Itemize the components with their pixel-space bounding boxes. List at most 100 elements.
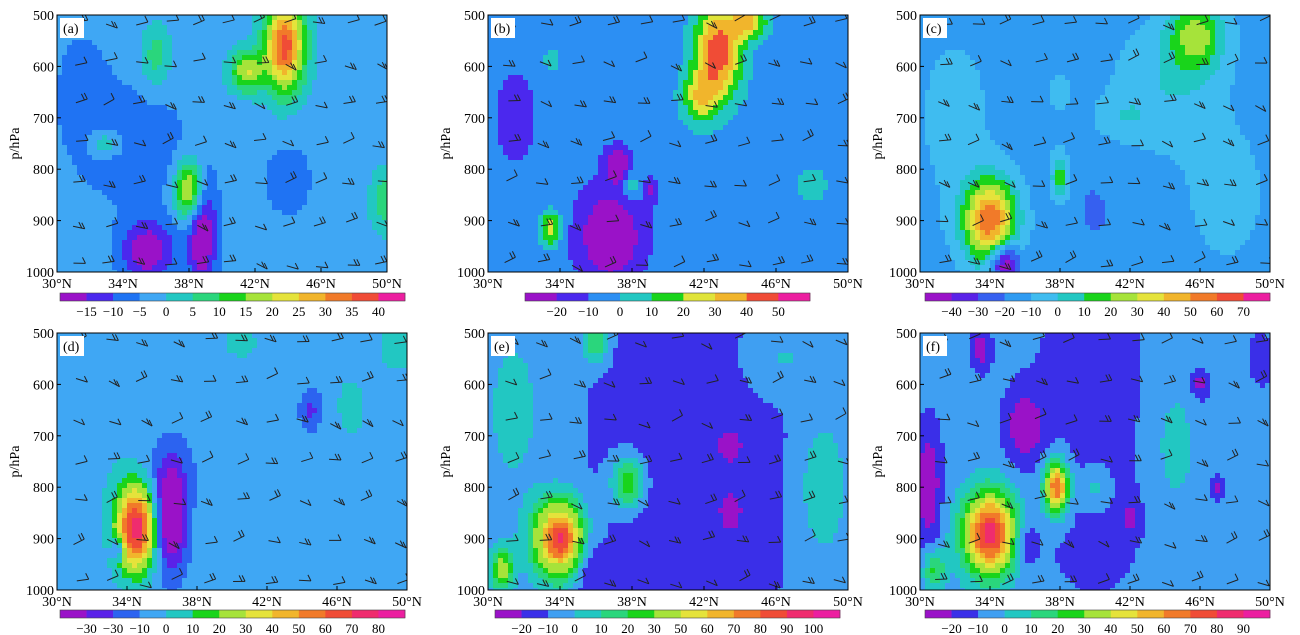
heatmap-cell bbox=[788, 75, 794, 81]
heatmap-cell bbox=[277, 190, 283, 196]
heatmap-cell bbox=[217, 130, 223, 136]
heatmap-cell bbox=[177, 195, 183, 201]
colorbar-tick-label: 0 bbox=[163, 304, 170, 319]
heatmap-cell bbox=[267, 100, 273, 106]
heatmap-cell bbox=[232, 130, 238, 136]
heatmap-cell bbox=[212, 175, 218, 181]
heatmap-cell bbox=[267, 150, 273, 156]
heatmap-cell bbox=[347, 260, 353, 266]
heatmap-cell bbox=[342, 180, 348, 186]
heatmap-cell bbox=[87, 160, 93, 166]
heatmap-cell bbox=[262, 240, 268, 246]
heatmap-cell bbox=[157, 150, 163, 156]
heatmap-cell bbox=[112, 260, 118, 266]
heatmap-cell bbox=[312, 150, 318, 156]
heatmap-cell bbox=[192, 25, 198, 31]
heatmap-cell bbox=[207, 150, 213, 156]
heatmap-cell bbox=[212, 140, 218, 146]
heatmap-cell bbox=[92, 255, 98, 261]
heatmap-cell bbox=[67, 60, 73, 66]
heatmap-cell bbox=[72, 135, 78, 141]
heatmap-cell bbox=[372, 110, 378, 116]
heatmap-cell bbox=[798, 60, 804, 66]
heatmap-cell bbox=[287, 130, 293, 136]
heatmap-cell bbox=[212, 205, 218, 211]
heatmap-cell bbox=[813, 80, 819, 86]
heatmap-cell bbox=[563, 90, 569, 96]
heatmap-cell bbox=[372, 85, 378, 91]
heatmap-cell bbox=[197, 85, 203, 91]
heatmap-cell bbox=[87, 240, 93, 246]
heatmap-cell bbox=[212, 255, 218, 261]
heatmap-cell bbox=[257, 165, 263, 171]
heatmap-cell bbox=[117, 80, 123, 86]
heatmap-cell bbox=[277, 125, 283, 131]
heatmap-cell bbox=[643, 15, 649, 21]
heatmap-cell bbox=[307, 240, 313, 246]
heatmap-cell bbox=[207, 180, 213, 186]
heatmap-cell bbox=[307, 170, 313, 176]
heatmap-cell bbox=[222, 15, 228, 21]
x-tick-label: 42°N bbox=[240, 277, 270, 292]
heatmap-cell bbox=[633, 110, 639, 116]
heatmap-cell bbox=[82, 50, 88, 56]
wind-barb bbox=[372, 140, 385, 149]
heatmap-cell bbox=[222, 150, 228, 156]
heatmap-cell bbox=[347, 140, 353, 146]
heatmap-cell bbox=[613, 110, 619, 116]
heatmap-cell bbox=[137, 240, 143, 246]
heatmap-cell bbox=[207, 210, 213, 216]
heatmap-cell bbox=[568, 60, 574, 66]
heatmap-cell bbox=[688, 90, 694, 96]
heatmap-cell bbox=[513, 100, 519, 106]
heatmap-cell bbox=[768, 40, 774, 46]
heatmap-cell bbox=[112, 160, 118, 166]
heatmap-cell bbox=[117, 115, 123, 121]
heatmap-cell bbox=[793, 15, 799, 21]
heatmap-cell bbox=[137, 145, 143, 151]
heatmap-cell bbox=[182, 170, 188, 176]
heatmap-cell bbox=[668, 50, 674, 56]
heatmap-cell bbox=[312, 270, 318, 272]
heatmap-cell bbox=[332, 60, 338, 66]
heatmap-cell bbox=[182, 205, 188, 211]
heatmap-cell bbox=[142, 180, 148, 186]
heatmap-cell bbox=[508, 90, 514, 96]
heatmap-cell bbox=[272, 45, 278, 51]
heatmap-cell bbox=[663, 100, 669, 106]
heatmap-cell bbox=[92, 45, 98, 51]
heatmap-cell bbox=[237, 140, 243, 146]
wind-barb bbox=[105, 138, 119, 146]
heatmap-cell bbox=[197, 60, 203, 66]
heatmap-cell bbox=[162, 165, 168, 171]
heatmap-cell bbox=[753, 95, 759, 101]
heatmap-cell bbox=[738, 100, 744, 106]
heatmap-cell bbox=[613, 70, 619, 76]
heatmap-cell bbox=[367, 230, 373, 236]
heatmap-cell bbox=[157, 155, 163, 161]
heatmap-cell bbox=[372, 270, 378, 272]
heatmap-cell bbox=[227, 15, 233, 21]
heatmap-cell bbox=[222, 185, 228, 191]
heatmap-cell bbox=[207, 85, 213, 91]
heatmap-cell bbox=[613, 35, 619, 41]
heatmap-cell bbox=[533, 80, 539, 86]
heatmap-cell bbox=[352, 145, 358, 151]
heatmap-cell bbox=[498, 45, 504, 51]
wind-barb bbox=[192, 96, 205, 103]
heatmap-cell bbox=[87, 205, 93, 211]
heatmap-cell bbox=[568, 75, 574, 81]
heatmap-cell bbox=[332, 20, 338, 26]
heatmap-cell bbox=[217, 105, 223, 111]
heatmap-cell bbox=[352, 250, 358, 256]
heatmap-cell bbox=[342, 50, 348, 56]
heatmap-cell bbox=[823, 105, 829, 111]
heatmap-cell bbox=[488, 95, 494, 101]
heatmap-cell bbox=[508, 80, 514, 86]
heatmap-cell bbox=[187, 125, 193, 131]
heatmap-cell bbox=[117, 205, 123, 211]
heatmap-cell bbox=[92, 15, 98, 21]
heatmap-cell bbox=[337, 30, 343, 36]
heatmap-cell bbox=[97, 135, 103, 141]
heatmap-cell bbox=[528, 60, 534, 66]
